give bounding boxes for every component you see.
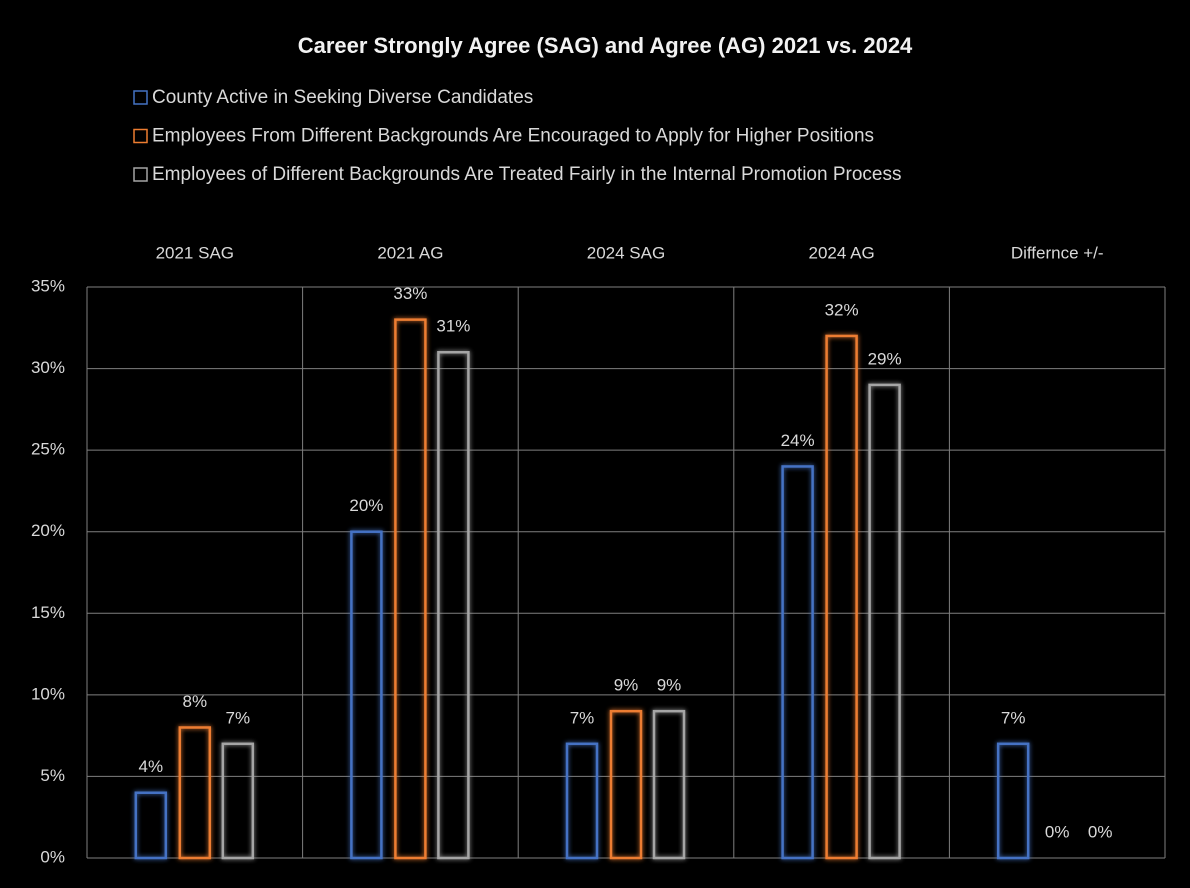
x-tick-label: 2024 AG [809,243,875,262]
data-label: 29% [868,349,902,368]
x-tick-label: 2024 SAG [587,243,665,262]
bar [652,709,686,860]
y-tick-label: 35% [31,276,65,295]
x-tick-label: 2021 SAG [156,243,234,262]
legend-label: Employees of Different Backgrounds Are T… [152,164,901,185]
legend-swatch [133,90,148,105]
data-label: 9% [614,676,639,695]
bar [781,465,814,860]
bar [868,383,901,860]
data-label: 9% [657,676,682,695]
y-tick-label: 5% [40,766,65,785]
data-label: 4% [139,757,164,776]
bar [996,742,1030,860]
data-label: 32% [825,300,859,319]
y-tick-label: 0% [40,847,65,866]
x-tick-label: 2021 AG [377,243,443,262]
bar [134,791,168,860]
bar [221,742,255,860]
y-tick-label: 10% [31,684,65,703]
bar [609,709,643,860]
bar [350,530,383,860]
bar [825,334,858,860]
data-label: 0% [1088,822,1113,841]
data-label: 24% [781,431,815,450]
legend-label: Employees From Different Backgrounds Are… [152,126,874,147]
data-label: 7% [226,708,251,727]
y-tick-label: 30% [31,358,65,377]
data-label: 7% [570,708,595,727]
chart-title: Career Strongly Agree (SAG) and Agree (A… [298,33,913,58]
data-label: 20% [349,496,383,515]
bar [565,742,599,860]
data-label: 7% [1001,708,1026,727]
bar [394,318,427,860]
y-tick-label: 25% [31,440,65,459]
y-tick-label: 20% [31,521,65,540]
y-tick-label: 15% [31,603,65,622]
data-label: 31% [436,317,470,336]
legend-label: County Active in Seeking Diverse Candida… [152,87,533,108]
x-tick-label: Differnce +/- [1011,243,1104,262]
data-label: 33% [393,284,427,303]
bar [178,726,212,860]
legend-swatch [133,128,148,144]
legend-swatch [133,167,148,182]
data-label: 0% [1045,822,1070,841]
data-label: 8% [183,692,208,711]
bar [437,351,470,860]
